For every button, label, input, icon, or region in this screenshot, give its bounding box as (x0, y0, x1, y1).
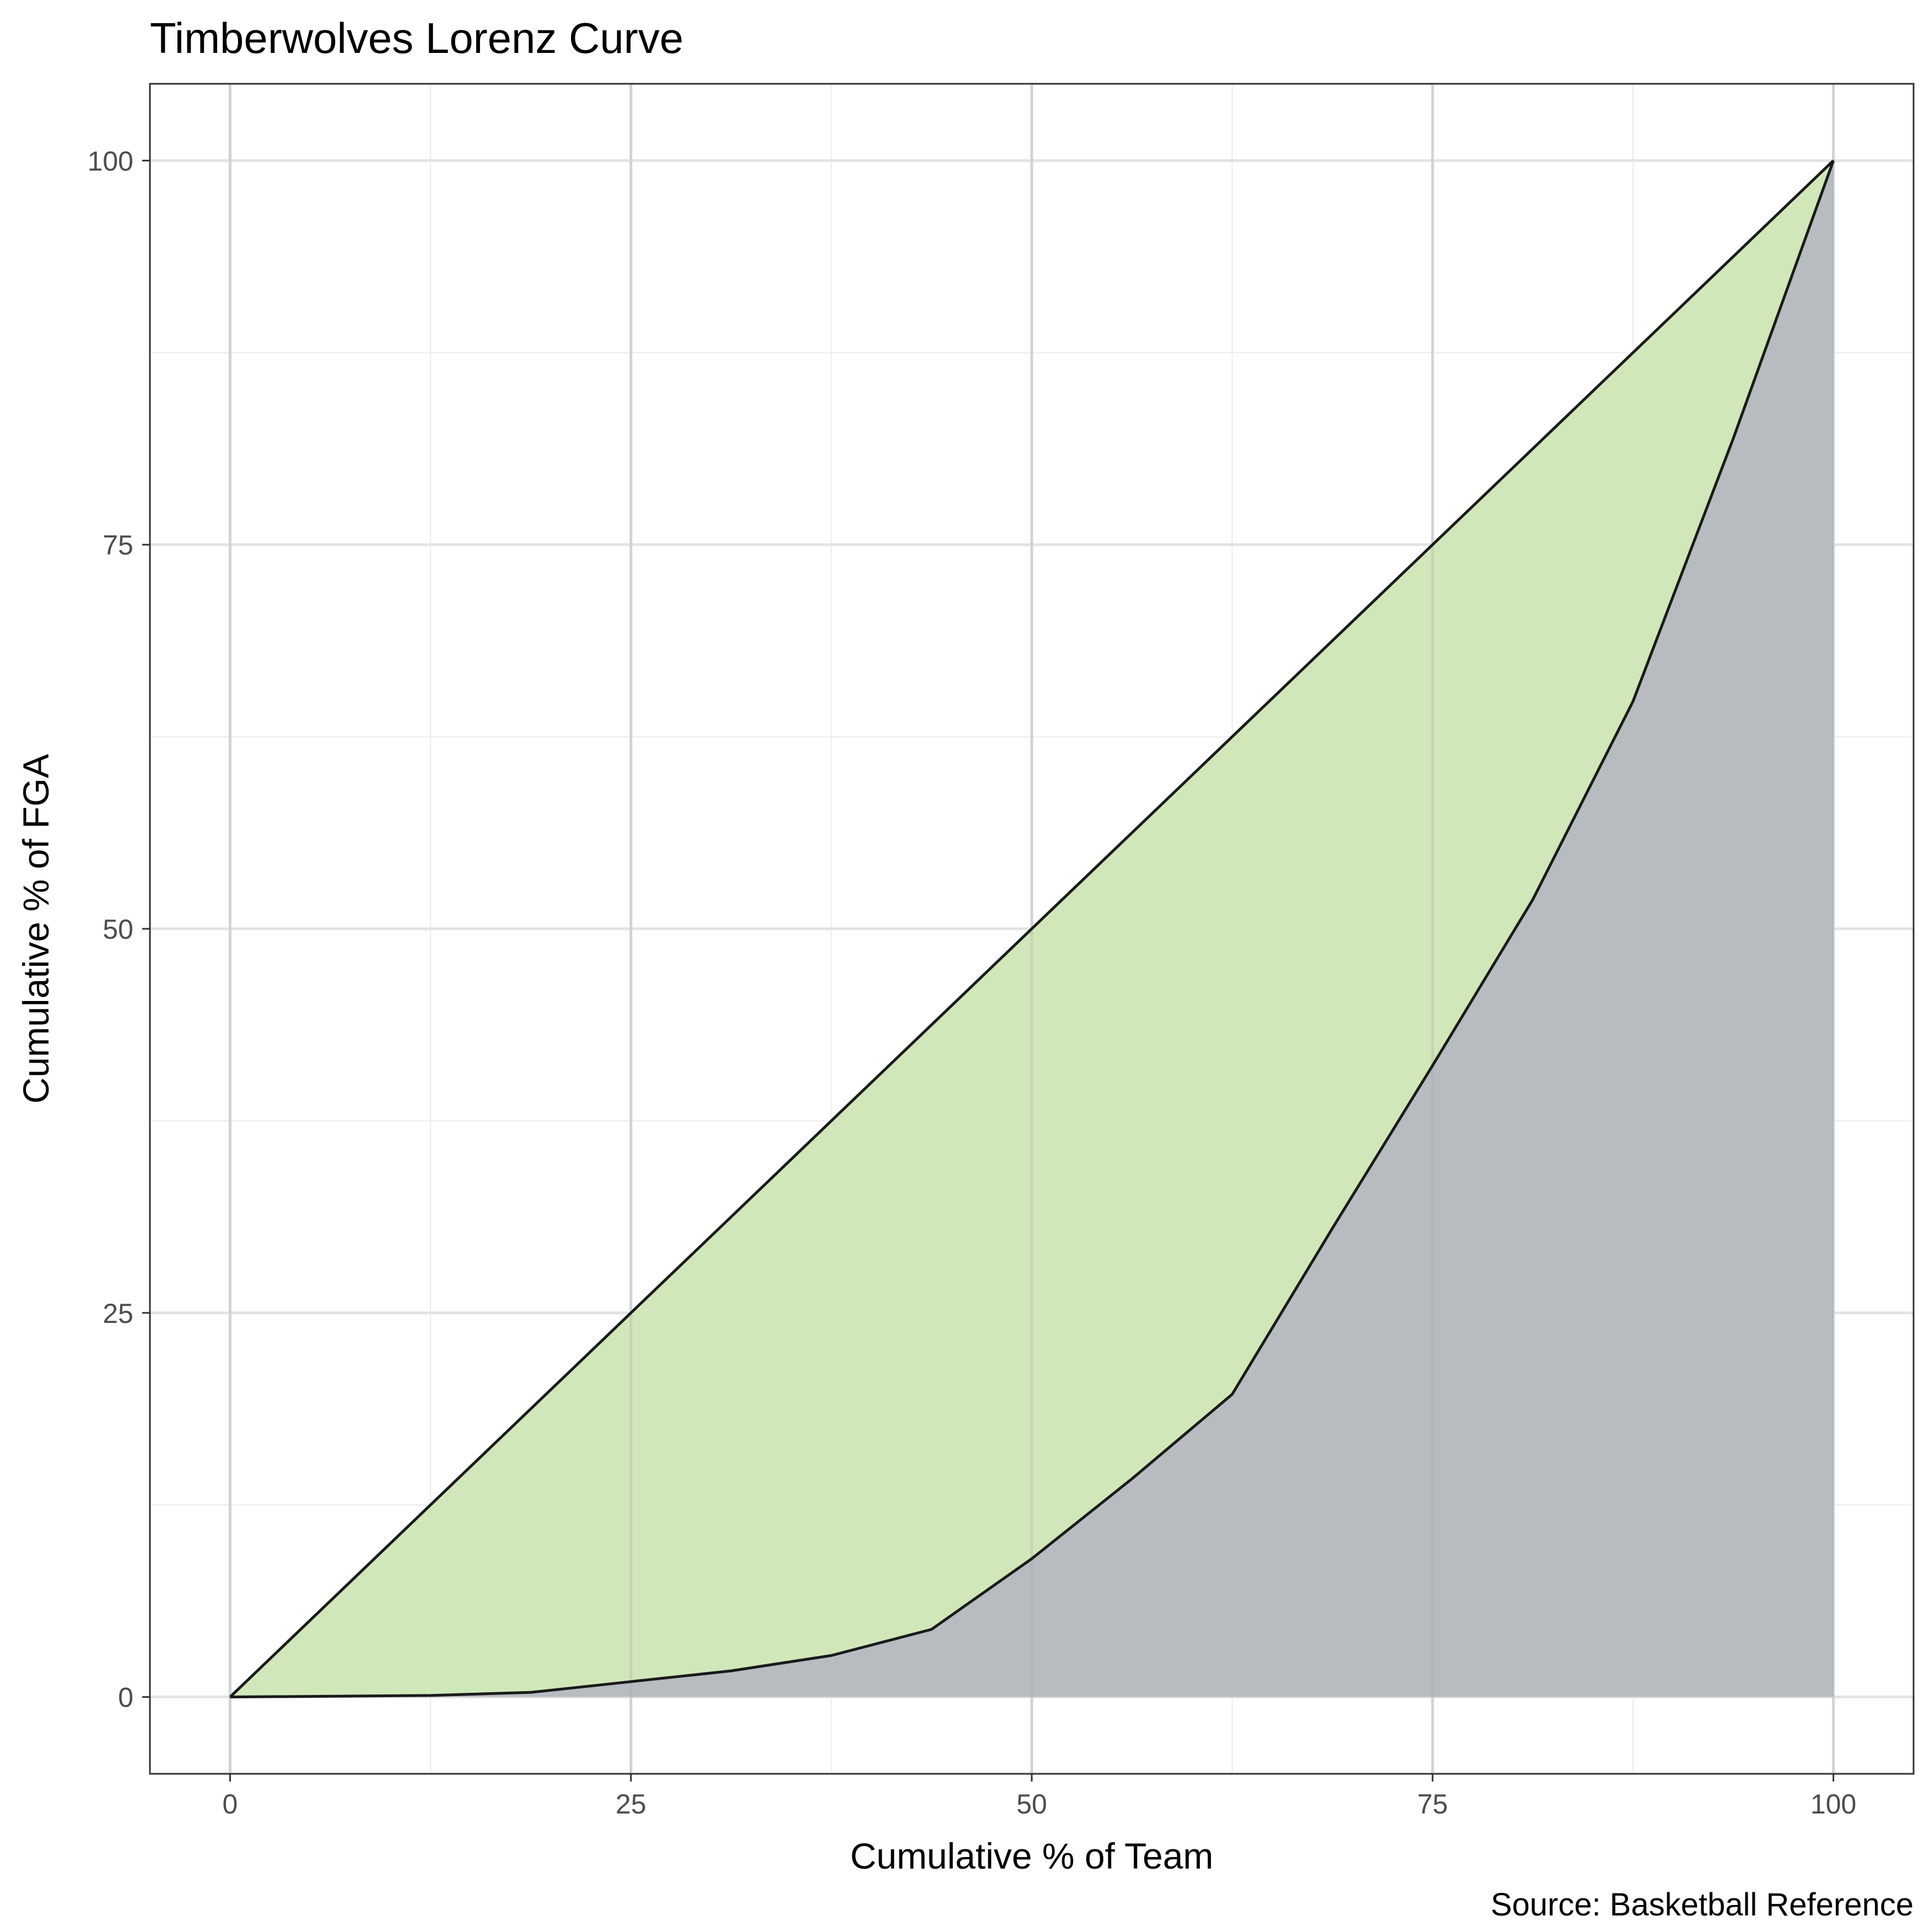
x-axis-label: Cumulative % of Team (850, 1836, 1213, 1876)
y-tick-label: 50 (103, 914, 133, 945)
x-tick-label: 50 (1016, 1789, 1047, 1820)
axis-layer: 0 25 50 75 100 0 25 50 75 100 (88, 146, 1857, 1820)
source-caption: Source: Basketball Reference (1491, 1887, 1914, 1923)
line-layer (229, 159, 1835, 1699)
y-tick-label: 100 (88, 146, 133, 176)
lorenz-curve-line (230, 160, 1835, 1699)
y-tick-label: 0 (118, 1682, 133, 1713)
y-tick-label: 75 (103, 530, 133, 561)
chart-title: Timberwolves Lorenz Curve (150, 14, 683, 62)
y-tick-label: 25 (103, 1298, 133, 1329)
x-tick-label: 75 (1417, 1789, 1448, 1820)
y-axis-label: Cumulative % of FGA (15, 754, 56, 1104)
equality-line-line (229, 159, 1835, 1698)
x-tick-label: 0 (223, 1789, 238, 1820)
x-tick-label: 100 (1811, 1789, 1856, 1820)
x-tick-label: 25 (616, 1789, 646, 1820)
lorenz-curve-area (230, 160, 1834, 1697)
